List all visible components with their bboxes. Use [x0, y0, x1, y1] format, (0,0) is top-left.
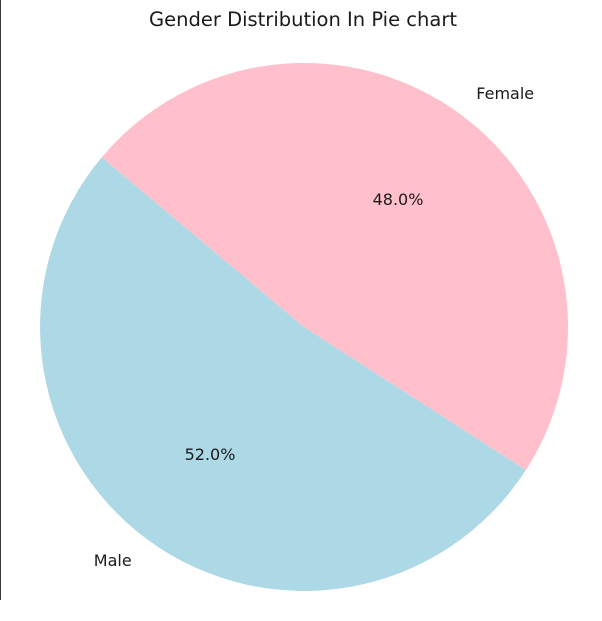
figure-left-border	[0, 0, 1, 600]
slice-percent-female: 48.0%	[373, 190, 424, 209]
pie-slice-male	[40, 157, 526, 591]
chart-title: Gender Distribution In Pie chart	[149, 8, 457, 31]
slice-label-female: Female	[476, 84, 534, 103]
slice-label-male: Male	[94, 551, 132, 570]
slice-percent-male: 52.0%	[185, 445, 236, 464]
pie-slice-female	[101, 62, 569, 471]
